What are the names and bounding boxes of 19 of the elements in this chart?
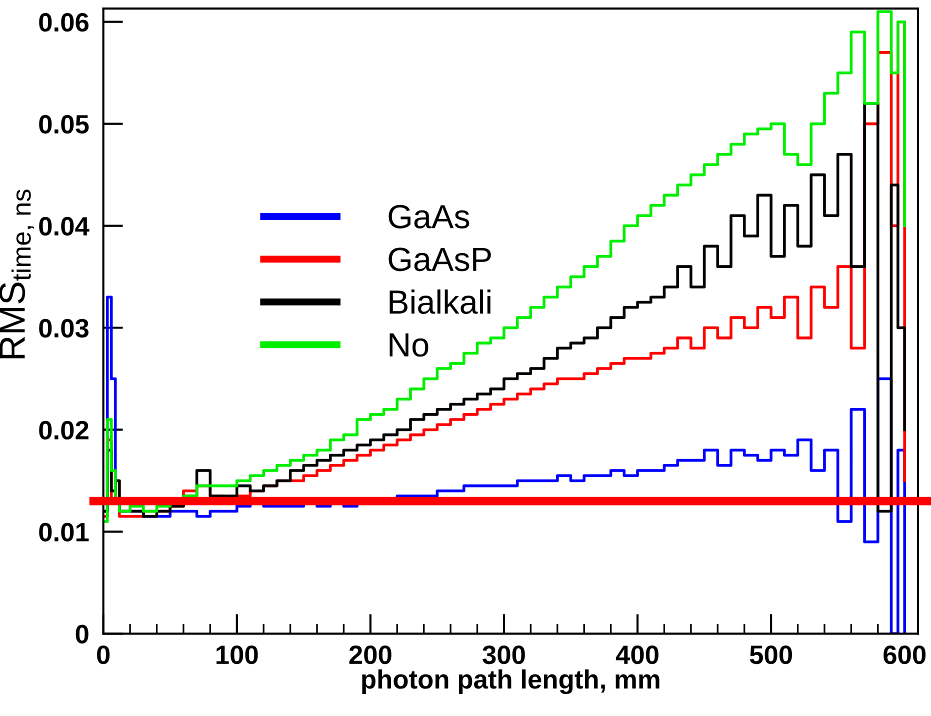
legend-label: GaAs <box>388 204 470 228</box>
y-tick-label: 0.01 <box>39 522 89 542</box>
y-tick-label: 0.06 <box>39 12 89 32</box>
x-tick-label: 0 <box>97 645 110 664</box>
x-tick-label: 500 <box>750 645 792 664</box>
x-axis-title: photon path length, mm <box>362 669 660 694</box>
legend-label: No <box>390 333 428 357</box>
y-tick-label: 0.04 <box>39 216 90 236</box>
x-tick-label: 600 <box>884 645 926 664</box>
y-tick-label: 0.03 <box>39 318 89 338</box>
y-tick-label: 0.02 <box>39 420 88 440</box>
legend-label: GaAsP <box>388 248 491 272</box>
x-tick-label: 300 <box>482 645 525 664</box>
x-tick-label: 400 <box>616 645 658 664</box>
y-tick-label: 0.05 <box>39 114 89 134</box>
legend-label: Bialkali <box>390 289 490 314</box>
x-tick-label: 100 <box>216 645 258 664</box>
y-tick-label: 0 <box>76 624 88 644</box>
x-tick-label: 200 <box>349 645 392 664</box>
